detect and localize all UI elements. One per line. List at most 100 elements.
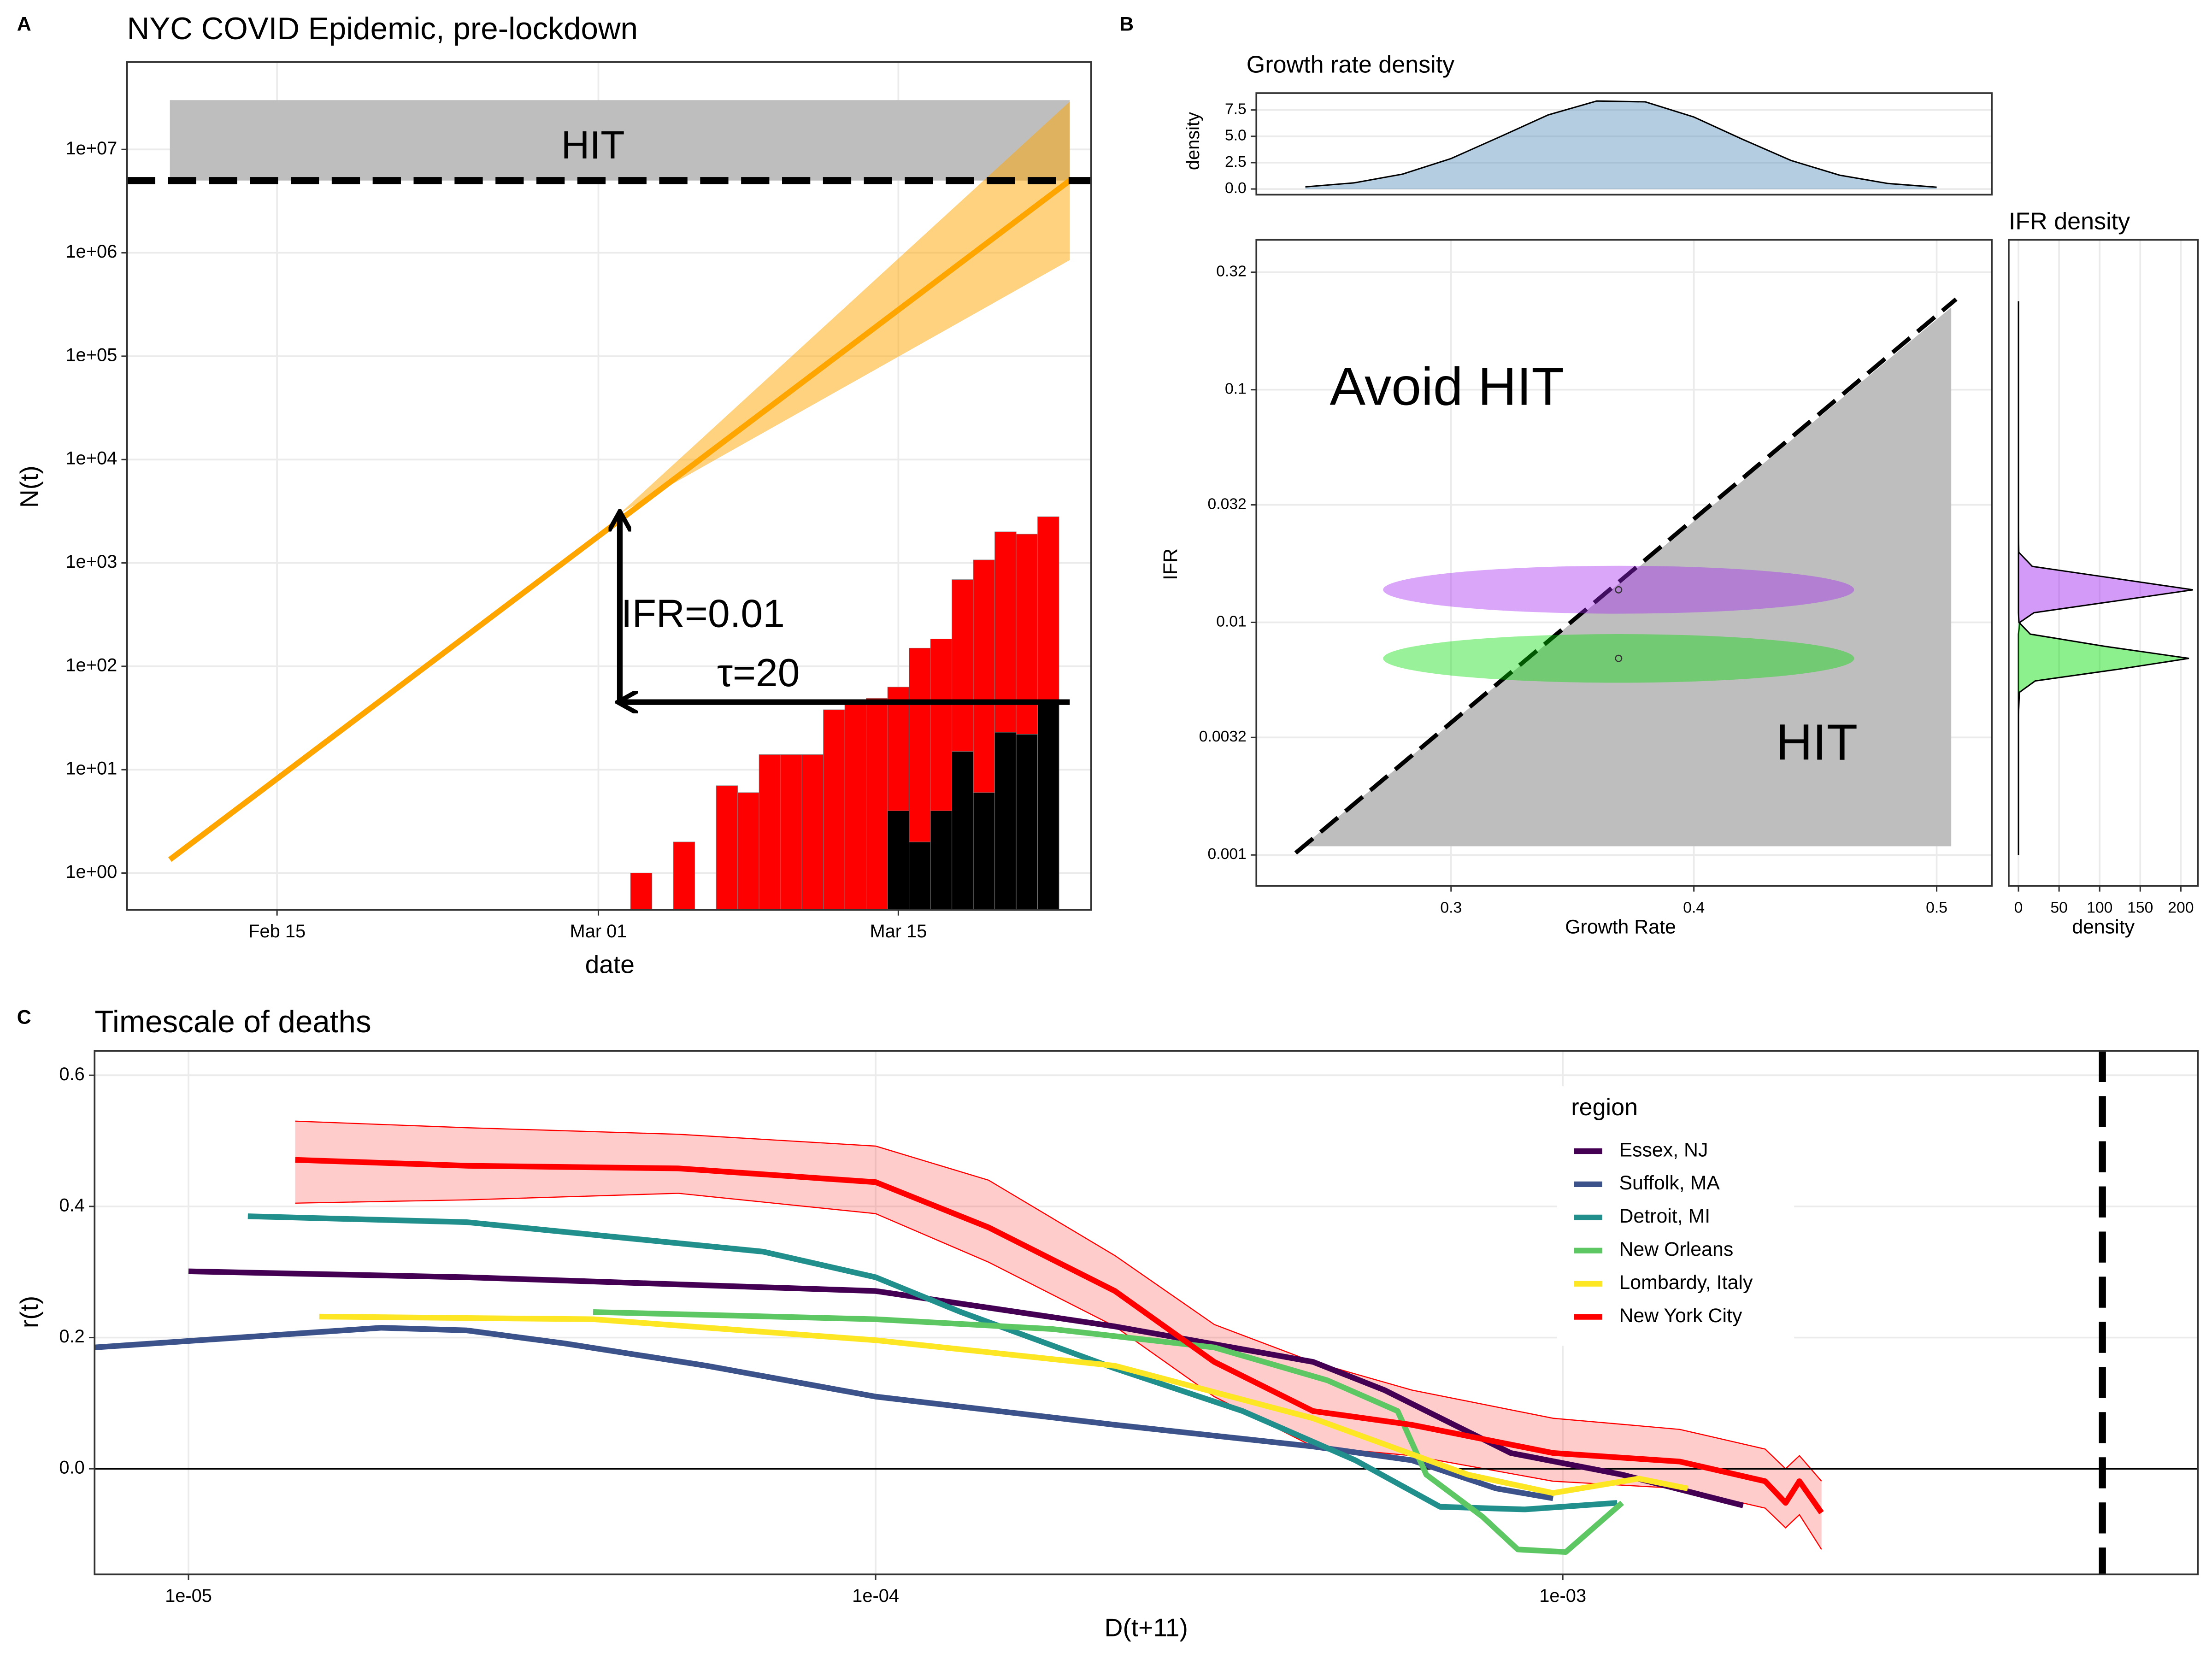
x-tick-label: 1e-03 bbox=[1539, 1586, 1586, 1606]
annotation: HIT bbox=[1776, 714, 1858, 771]
x-tick-label: Mar 01 bbox=[570, 921, 627, 941]
x-axis-label: date bbox=[585, 950, 635, 979]
estimate-point bbox=[1615, 586, 1623, 594]
plot-border bbox=[126, 61, 1092, 911]
y-axis-label: density bbox=[1183, 112, 1203, 170]
legend-label: Essex, NJ bbox=[1619, 1139, 1708, 1161]
bar bbox=[1016, 734, 1038, 910]
y-tick-label: 0.001 bbox=[1207, 846, 1246, 863]
plot-border bbox=[1255, 239, 1993, 887]
density-area bbox=[1305, 101, 1937, 189]
y-tick-label: 2.5 bbox=[1225, 153, 1247, 171]
x-tick-label: 0.3 bbox=[1440, 899, 1462, 916]
x-tick-label: 200 bbox=[2168, 899, 2194, 916]
series-line bbox=[319, 1313, 1688, 1496]
bar bbox=[866, 698, 888, 910]
x-tick-label: 0 bbox=[2014, 899, 2023, 916]
chart-title: IFR density bbox=[2009, 208, 2130, 235]
plot-border bbox=[2008, 239, 2199, 887]
density-area bbox=[2018, 301, 2193, 855]
legend-label: New York City bbox=[1619, 1305, 1742, 1327]
y-tick-label: 1e+07 bbox=[65, 138, 117, 159]
y-tick-label: 0.6 bbox=[59, 1064, 84, 1084]
series-line bbox=[295, 1157, 1824, 1515]
series-line bbox=[94, 1325, 1554, 1501]
legend-label: Detroit, MI bbox=[1619, 1205, 1710, 1227]
y-tick-label: 0.4 bbox=[59, 1195, 84, 1215]
plot-border bbox=[94, 1050, 2199, 1576]
y-tick-label: 1e+05 bbox=[65, 345, 117, 365]
y-axis-label: N(t) bbox=[15, 465, 43, 508]
bar bbox=[673, 841, 695, 910]
chart-title: NYC COVID Epidemic, pre-lockdown bbox=[127, 12, 638, 46]
panel-label: B bbox=[1119, 13, 1134, 35]
y-tick-label: 1e+03 bbox=[65, 552, 117, 572]
density-line bbox=[2018, 301, 2189, 855]
bar bbox=[973, 792, 995, 910]
y-tick-label: 0.032 bbox=[1207, 495, 1246, 512]
y-tick-label: 0.0 bbox=[59, 1458, 84, 1478]
x-axis-label: Growth Rate bbox=[1565, 916, 1676, 938]
y-tick-label: 1e+00 bbox=[65, 862, 117, 882]
uncertainty-ellipse bbox=[1383, 565, 1854, 614]
series-line bbox=[593, 1309, 1624, 1555]
x-tick-label: Feb 15 bbox=[248, 921, 306, 941]
panel-label: A bbox=[17, 13, 31, 35]
y-tick-label: 7.5 bbox=[1225, 101, 1247, 118]
legend-label: New Orleans bbox=[1619, 1238, 1733, 1260]
y-tick-label: 1e+06 bbox=[65, 241, 117, 262]
threshold-line bbox=[1294, 297, 1958, 855]
bar bbox=[930, 810, 953, 910]
x-tick-label: 100 bbox=[2087, 899, 2112, 916]
bar bbox=[952, 751, 974, 910]
y-tick-label: 0.01 bbox=[1216, 613, 1247, 630]
annotation: Avoid HIT bbox=[1330, 357, 1565, 417]
plot-background bbox=[2008, 240, 2198, 886]
panel-label: C bbox=[17, 1006, 31, 1029]
y-tick-label: 1e+04 bbox=[65, 448, 117, 469]
plot-border bbox=[1255, 92, 1993, 196]
bar bbox=[1037, 701, 1059, 910]
bar bbox=[909, 841, 931, 910]
annotation: IFR=0.01 bbox=[621, 591, 785, 635]
legend-label: Lombardy, Italy bbox=[1619, 1271, 1753, 1294]
x-axis-label: D(t+11) bbox=[1105, 1613, 1188, 1641]
x-axis-label: density bbox=[2072, 916, 2135, 938]
x-tick-label: 0.5 bbox=[1926, 899, 1947, 916]
y-tick-label: 1e+02 bbox=[65, 655, 117, 675]
y-tick-label: 1e+01 bbox=[65, 759, 117, 779]
x-tick-label: 50 bbox=[2050, 899, 2067, 916]
bar bbox=[630, 873, 653, 910]
y-axis-label: IFR bbox=[1159, 548, 1182, 580]
bar bbox=[780, 754, 802, 910]
y-axis-label: r(t) bbox=[15, 1296, 43, 1328]
bar bbox=[844, 701, 867, 910]
bar bbox=[994, 732, 1017, 910]
y-tick-label: 5.0 bbox=[1225, 127, 1247, 144]
bar bbox=[801, 754, 824, 910]
annotation: τ=20 bbox=[717, 651, 800, 695]
y-tick-label: 0.0032 bbox=[1199, 728, 1247, 745]
y-tick-label: 0.32 bbox=[1216, 263, 1247, 280]
x-tick-label: Mar 15 bbox=[870, 921, 927, 941]
ribbon bbox=[295, 1121, 1822, 1550]
density-line bbox=[1305, 100, 1937, 188]
hit-band bbox=[170, 100, 1070, 181]
y-tick-label: 0.0 bbox=[1225, 180, 1247, 197]
bar bbox=[823, 709, 845, 910]
bar bbox=[759, 754, 781, 910]
legend-label: Suffolk, MA bbox=[1619, 1172, 1720, 1194]
estimate-point bbox=[1615, 654, 1623, 662]
y-tick-label: 0.2 bbox=[59, 1326, 84, 1347]
y-tick-label: 0.1 bbox=[1225, 381, 1247, 398]
x-tick-label: 1e-05 bbox=[165, 1586, 212, 1606]
legend-title: region bbox=[1571, 1094, 1638, 1121]
chart-title: Timescale of deaths bbox=[94, 1005, 371, 1039]
annotation: HIT bbox=[561, 123, 624, 167]
x-tick-label: 1e-04 bbox=[852, 1586, 899, 1606]
ribbon bbox=[620, 101, 1070, 514]
bar bbox=[887, 810, 910, 910]
bar bbox=[716, 785, 738, 910]
